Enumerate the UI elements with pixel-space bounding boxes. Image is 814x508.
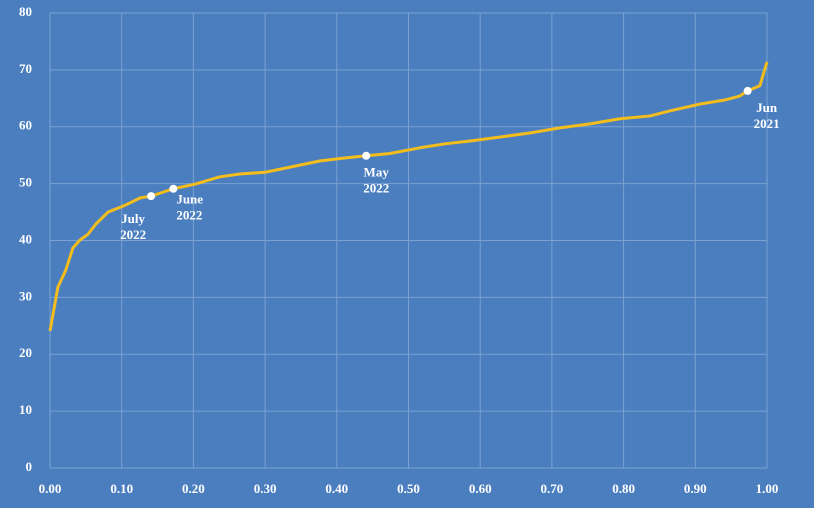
x-tick-label: 0.10 <box>110 481 133 496</box>
annotation-label: July <box>121 211 145 226</box>
y-tick-label: 40 <box>19 231 32 246</box>
annotation-label: 2022 <box>176 208 202 223</box>
y-tick-label: 80 <box>19 4 32 19</box>
annotation-label: May <box>364 165 390 180</box>
annotation-label: 2022 <box>120 227 146 242</box>
y-tick-label: 20 <box>19 345 32 360</box>
x-tick-label: 0.80 <box>612 481 635 496</box>
annotation-label: June <box>176 192 203 207</box>
y-tick-label: 50 <box>19 175 32 190</box>
annotation-point <box>362 151 371 160</box>
line-series <box>48 61 769 332</box>
y-tick-label: 0 <box>26 459 33 474</box>
x-tick-label: 0.50 <box>397 481 420 496</box>
x-tick-label: 0.30 <box>254 481 277 496</box>
y-tick-label: 30 <box>19 288 32 303</box>
x-tick-label: 0.40 <box>325 481 348 496</box>
annotation-point <box>743 86 752 95</box>
y-tick-label: 60 <box>19 118 32 133</box>
x-tick-label: 0.60 <box>469 481 492 496</box>
y-tick-label: 10 <box>19 402 32 417</box>
x-tick-label: 0.90 <box>684 481 707 496</box>
y-tick-label: 70 <box>19 61 32 76</box>
annotation-label: 2022 <box>363 181 389 196</box>
x-tick-label: 0.00 <box>39 481 62 496</box>
x-tick-label: 0.20 <box>182 481 205 496</box>
annotation-label: 2021 <box>754 116 780 131</box>
x-tick-label: 0.70 <box>541 481 564 496</box>
annotation-point <box>169 184 178 193</box>
annotation-label: Jun <box>756 100 778 115</box>
annotation-point <box>147 192 156 201</box>
x-tick-label: 1.00 <box>756 481 779 496</box>
